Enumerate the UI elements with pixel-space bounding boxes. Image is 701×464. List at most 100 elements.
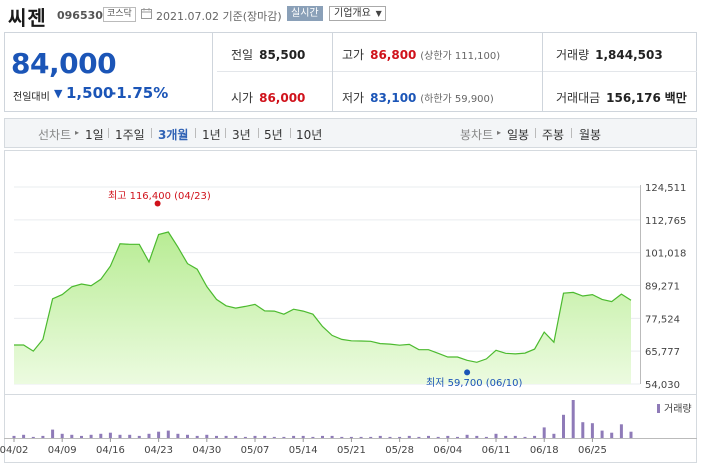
volume-bar (205, 434, 209, 438)
volume-bar (108, 432, 112, 438)
volume-bar (224, 435, 228, 438)
divider (212, 33, 213, 111)
volume-bar (398, 436, 402, 438)
tab-1y[interactable]: 1년 (202, 128, 221, 142)
base-date: 2021.07.02 기준(장마감) (156, 10, 282, 23)
volume-bar (234, 435, 238, 438)
volume-bar (282, 436, 286, 438)
price-chart: 124,511 112,765 101,018 89,271 77,524 65,777 5… (0, 150, 697, 463)
divider (535, 128, 536, 138)
tab-monthly[interactable]: 월봉 (579, 128, 602, 142)
volume-bar (504, 435, 508, 438)
volume-label: 거래량 (556, 48, 590, 62)
volume-bar (99, 433, 103, 438)
company-overview-dropdown[interactable]: 기업개요 ▼ (329, 6, 386, 21)
volume: 거래량 1,844,503 (556, 46, 663, 63)
high-label: 고가 (342, 48, 365, 62)
chart-period-bar: 선차트 ▸ 1일 1주일 3개월 1년 3년 5년 10년 봉차트 ▸ 일봉 주… (4, 118, 697, 148)
divider (258, 128, 259, 138)
volume-bar (571, 400, 575, 438)
open-value: 86,000 (259, 91, 306, 105)
divider (108, 128, 109, 138)
x-tick-label: 04/23 (144, 445, 173, 456)
low-annotation: 최저 59,700 (06/10) (426, 377, 522, 389)
volume-bar (542, 427, 546, 438)
volume-bar (22, 434, 26, 438)
volume-bar (330, 435, 334, 438)
tab-daily[interactable]: 일봉 (507, 128, 530, 142)
chevron-down-icon: ▼ (375, 9, 382, 18)
volume-bar (147, 433, 151, 438)
volume-legend: 거래량 (664, 403, 692, 415)
candle-chart-label: 봉차트 (460, 128, 494, 142)
volume-bar (186, 434, 189, 438)
volume-bar (263, 435, 267, 438)
volume-bar (70, 434, 74, 438)
prev-close-value: 85,500 (259, 48, 306, 62)
quote-panel: 84,000 전일대비 ▼ 1,500 -1.75% 전일 85,500 고가 86… (4, 32, 697, 112)
volume-bar (118, 434, 122, 438)
volume-bar (243, 436, 247, 438)
volume-bar (465, 434, 469, 438)
x-tick-label: 06/04 (433, 445, 462, 456)
high-value: 86,800 (370, 48, 417, 62)
volume-bar (407, 435, 411, 438)
volume-bar (311, 436, 315, 438)
y-tick-label: 54,030 (645, 380, 680, 391)
volume-bar (494, 433, 498, 438)
volume-bar (157, 431, 161, 438)
x-tick-label: 05/07 (241, 445, 270, 456)
x-tick-label: 06/25 (578, 445, 607, 456)
price-area (14, 232, 631, 384)
divider (217, 71, 697, 72)
down-arrow-icon: ▼ (54, 87, 63, 100)
volume-bar (195, 435, 199, 438)
tab-weekly[interactable]: 주봉 (542, 128, 565, 142)
divider (225, 128, 226, 138)
tab-3y[interactable]: 3년 (232, 128, 251, 142)
divider (571, 128, 572, 138)
volume-bar (378, 435, 382, 438)
volume-bar (523, 436, 527, 438)
tab-3m[interactable]: 3개월 (158, 128, 189, 142)
chart-frame (4, 150, 697, 463)
tab-1w[interactable]: 1주일 (115, 128, 145, 142)
volume-bar (60, 433, 64, 438)
divider (151, 128, 152, 138)
x-tick-label: 06/18 (530, 445, 559, 456)
tab-10y[interactable]: 10년 (296, 128, 323, 142)
stock-name: 씨젠 (8, 6, 47, 30)
volume-bar (600, 430, 604, 438)
realtime-button[interactable]: 실시간 (287, 6, 323, 21)
volume-bar (80, 435, 83, 438)
lower-limit: (하한가 59,900) (420, 94, 494, 105)
calendar-icon (141, 8, 152, 19)
volume-bar (41, 435, 45, 438)
volume-bar (388, 436, 392, 438)
volume-bar (456, 436, 459, 438)
y-tick-label: 65,777 (645, 347, 680, 358)
open-price: 시가 86,000 (231, 89, 305, 106)
volume-bar (484, 436, 488, 438)
volume-bar (581, 422, 585, 438)
divider (332, 33, 333, 111)
chevron-right-icon: ▸ (75, 128, 80, 137)
divider (290, 128, 291, 138)
company-overview-label: 기업개요 (334, 8, 371, 19)
low-marker (464, 369, 471, 376)
stock-header: 씨젠 096530 코스닥 2021.07.02 기준(장마감) 실시간 기업개… (0, 0, 701, 30)
volume-bar (436, 436, 440, 438)
divider (195, 128, 196, 138)
tab-1d[interactable]: 1일 (85, 128, 104, 142)
change-value: 1,500 (66, 84, 114, 102)
volume-value: 1,844,503 (595, 48, 663, 62)
volume-bar (349, 436, 353, 438)
tab-5y[interactable]: 5년 (264, 128, 283, 142)
prev-close: 전일 85,500 (231, 46, 305, 63)
y-tick-label: 112,765 (645, 216, 686, 227)
volume-bar (51, 429, 55, 438)
amount-unit: 백만 (664, 91, 687, 105)
x-tick-label: 05/28 (385, 445, 414, 456)
volume-bar (369, 436, 373, 438)
change-label: 전일대비 (13, 92, 50, 103)
